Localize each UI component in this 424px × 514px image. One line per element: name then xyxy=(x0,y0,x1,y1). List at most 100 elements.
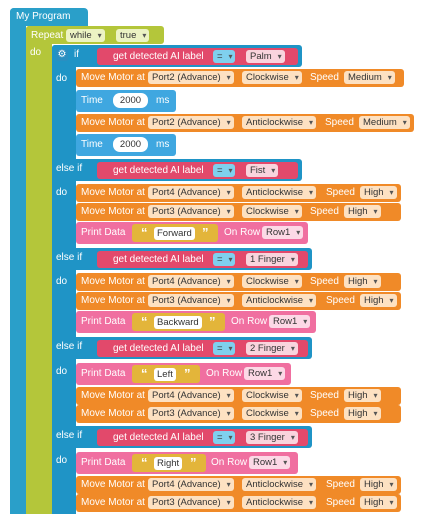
speed-dropdown[interactable]: High xyxy=(360,478,397,491)
on-row-label: On Row xyxy=(211,457,248,468)
speed-dropdown[interactable]: High xyxy=(360,294,397,307)
port-dropdown[interactable]: Port2 (Advance) xyxy=(148,116,234,129)
print-data-label: Print Data xyxy=(81,368,126,379)
repeat-do-label: do xyxy=(30,47,42,58)
direction-dropdown[interactable]: Anticlockwise xyxy=(242,294,317,307)
ai-value-dropdown[interactable]: 3 Finger xyxy=(246,431,298,444)
on-row-label: On Row xyxy=(231,316,268,327)
ai-label-text: get detected AI label xyxy=(113,343,204,354)
port-dropdown[interactable]: Port4 (Advance) xyxy=(148,186,234,199)
gear-icon[interactable]: ⚙ xyxy=(56,49,68,61)
else-if-do-label: do xyxy=(56,187,68,198)
port-dropdown[interactable]: Port3 (Advance) xyxy=(148,294,234,307)
move-motor-label: Move Motor at xyxy=(81,295,145,306)
program-title: My Program xyxy=(16,11,71,22)
move-motor-label: Move Motor at xyxy=(81,390,145,401)
if-do-label: do xyxy=(56,73,68,84)
speed-dropdown[interactable]: Medium xyxy=(344,71,395,84)
move-motor-label: Move Motor at xyxy=(81,497,145,508)
move-motor-label: Move Motor at xyxy=(81,117,145,128)
equals-operator-dropdown[interactable]: = xyxy=(213,164,235,177)
string-value-input[interactable]: Forward xyxy=(154,227,195,240)
close-quote-icon: ” xyxy=(202,225,209,240)
else-if-do-label: do xyxy=(56,276,68,287)
direction-dropdown[interactable]: Clockwise xyxy=(242,71,302,84)
on-row-label: On Row xyxy=(224,227,261,238)
speed-dropdown[interactable]: High xyxy=(344,389,381,402)
direction-dropdown[interactable]: Anticlockwise xyxy=(242,496,317,509)
move-motor-label: Move Motor at xyxy=(81,72,145,83)
speed-dropdown[interactable]: High xyxy=(344,205,381,218)
port-dropdown[interactable]: Port4 (Advance) xyxy=(148,478,234,491)
else-if-label: else if xyxy=(56,341,83,352)
time-label: Time xyxy=(81,95,103,106)
ai-value-dropdown[interactable]: 2 Finger xyxy=(246,342,298,355)
speed-dropdown[interactable]: High xyxy=(360,186,397,199)
port-dropdown[interactable]: Port3 (Advance) xyxy=(148,407,234,420)
move-motor-label: Move Motor at xyxy=(81,408,145,419)
else-if-label: else if xyxy=(56,430,83,441)
print-data-label: Print Data xyxy=(81,227,126,238)
else-if-do-label: do xyxy=(56,455,68,466)
time-unit: ms xyxy=(156,95,170,106)
time-label: Time xyxy=(81,139,103,150)
repeat-value-dropdown[interactable]: true xyxy=(116,29,150,42)
speed-label: Speed xyxy=(326,479,355,490)
port-dropdown[interactable]: Port4 (Advance) xyxy=(148,389,234,402)
print-data-label: Print Data xyxy=(81,316,126,327)
ai-label-text: get detected AI label xyxy=(113,254,204,265)
program-hat-block[interactable] xyxy=(10,8,88,26)
equals-operator-dropdown[interactable]: = xyxy=(213,50,235,63)
speed-label: Speed xyxy=(310,206,339,217)
on-row-label: On Row xyxy=(206,368,243,379)
ai-label-text: get detected AI label xyxy=(113,432,204,443)
if-label: if xyxy=(74,49,79,60)
row-dropdown[interactable]: Row1 xyxy=(249,456,291,469)
string-value-input[interactable]: Right xyxy=(154,457,183,470)
direction-dropdown[interactable]: Clockwise xyxy=(242,205,302,218)
string-value-input[interactable]: Backward xyxy=(154,316,202,329)
string-value-input[interactable]: Left xyxy=(154,368,176,381)
repeat-label: Repeat xyxy=(31,30,64,41)
speed-label: Speed xyxy=(325,117,354,128)
direction-dropdown[interactable]: Clockwise xyxy=(242,389,302,402)
time-value-input[interactable]: 2000 xyxy=(113,137,148,152)
program-spine xyxy=(10,8,26,514)
equals-operator-dropdown[interactable]: = xyxy=(213,342,235,355)
equals-operator-dropdown[interactable]: = xyxy=(213,253,235,266)
open-quote-icon: “ xyxy=(141,225,148,240)
speed-label: Speed xyxy=(310,408,339,419)
else-if-do-label: do xyxy=(56,366,68,377)
port-dropdown[interactable]: Port4 (Advance) xyxy=(148,275,234,288)
ai-value-dropdown[interactable]: 1 Finger xyxy=(246,253,298,266)
direction-dropdown[interactable]: Anticlockwise xyxy=(242,186,317,199)
port-dropdown[interactable]: Port3 (Advance) xyxy=(148,205,234,218)
direction-dropdown[interactable]: Anticlockwise xyxy=(242,478,317,491)
port-dropdown[interactable]: Port3 (Advance) xyxy=(148,496,234,509)
direction-dropdown[interactable]: Clockwise xyxy=(242,407,302,420)
ai-label-text: get detected AI label xyxy=(113,51,204,62)
port-dropdown[interactable]: Port2 (Advance) xyxy=(148,71,234,84)
speed-label: Speed xyxy=(326,497,355,508)
row-dropdown[interactable]: Row1 xyxy=(269,315,311,328)
ai-value-dropdown[interactable]: Fist xyxy=(246,164,279,177)
speed-dropdown[interactable]: High xyxy=(360,496,397,509)
speed-dropdown[interactable]: High xyxy=(344,407,381,420)
speed-dropdown[interactable]: High xyxy=(344,275,381,288)
speed-dropdown[interactable]: Medium xyxy=(359,116,410,129)
direction-dropdown[interactable]: Anticlockwise xyxy=(242,116,317,129)
open-quote-icon: “ xyxy=(141,314,148,329)
row-dropdown[interactable]: Row1 xyxy=(244,367,286,380)
close-quote-icon: ” xyxy=(209,314,216,329)
direction-dropdown[interactable]: Clockwise xyxy=(242,275,302,288)
time-value-input[interactable]: 2000 xyxy=(113,93,148,108)
row-dropdown[interactable]: Row1 xyxy=(262,226,304,239)
equals-operator-dropdown[interactable]: = xyxy=(213,431,235,444)
ai-value-dropdown[interactable]: Palm xyxy=(246,50,285,63)
else-if-label: else if xyxy=(56,163,83,174)
speed-label: Speed xyxy=(310,390,339,401)
else-if-label: else if xyxy=(56,252,83,263)
ai-label-text: get detected AI label xyxy=(113,165,204,176)
repeat-spine xyxy=(26,26,52,514)
repeat-mode-dropdown[interactable]: while xyxy=(66,29,105,42)
